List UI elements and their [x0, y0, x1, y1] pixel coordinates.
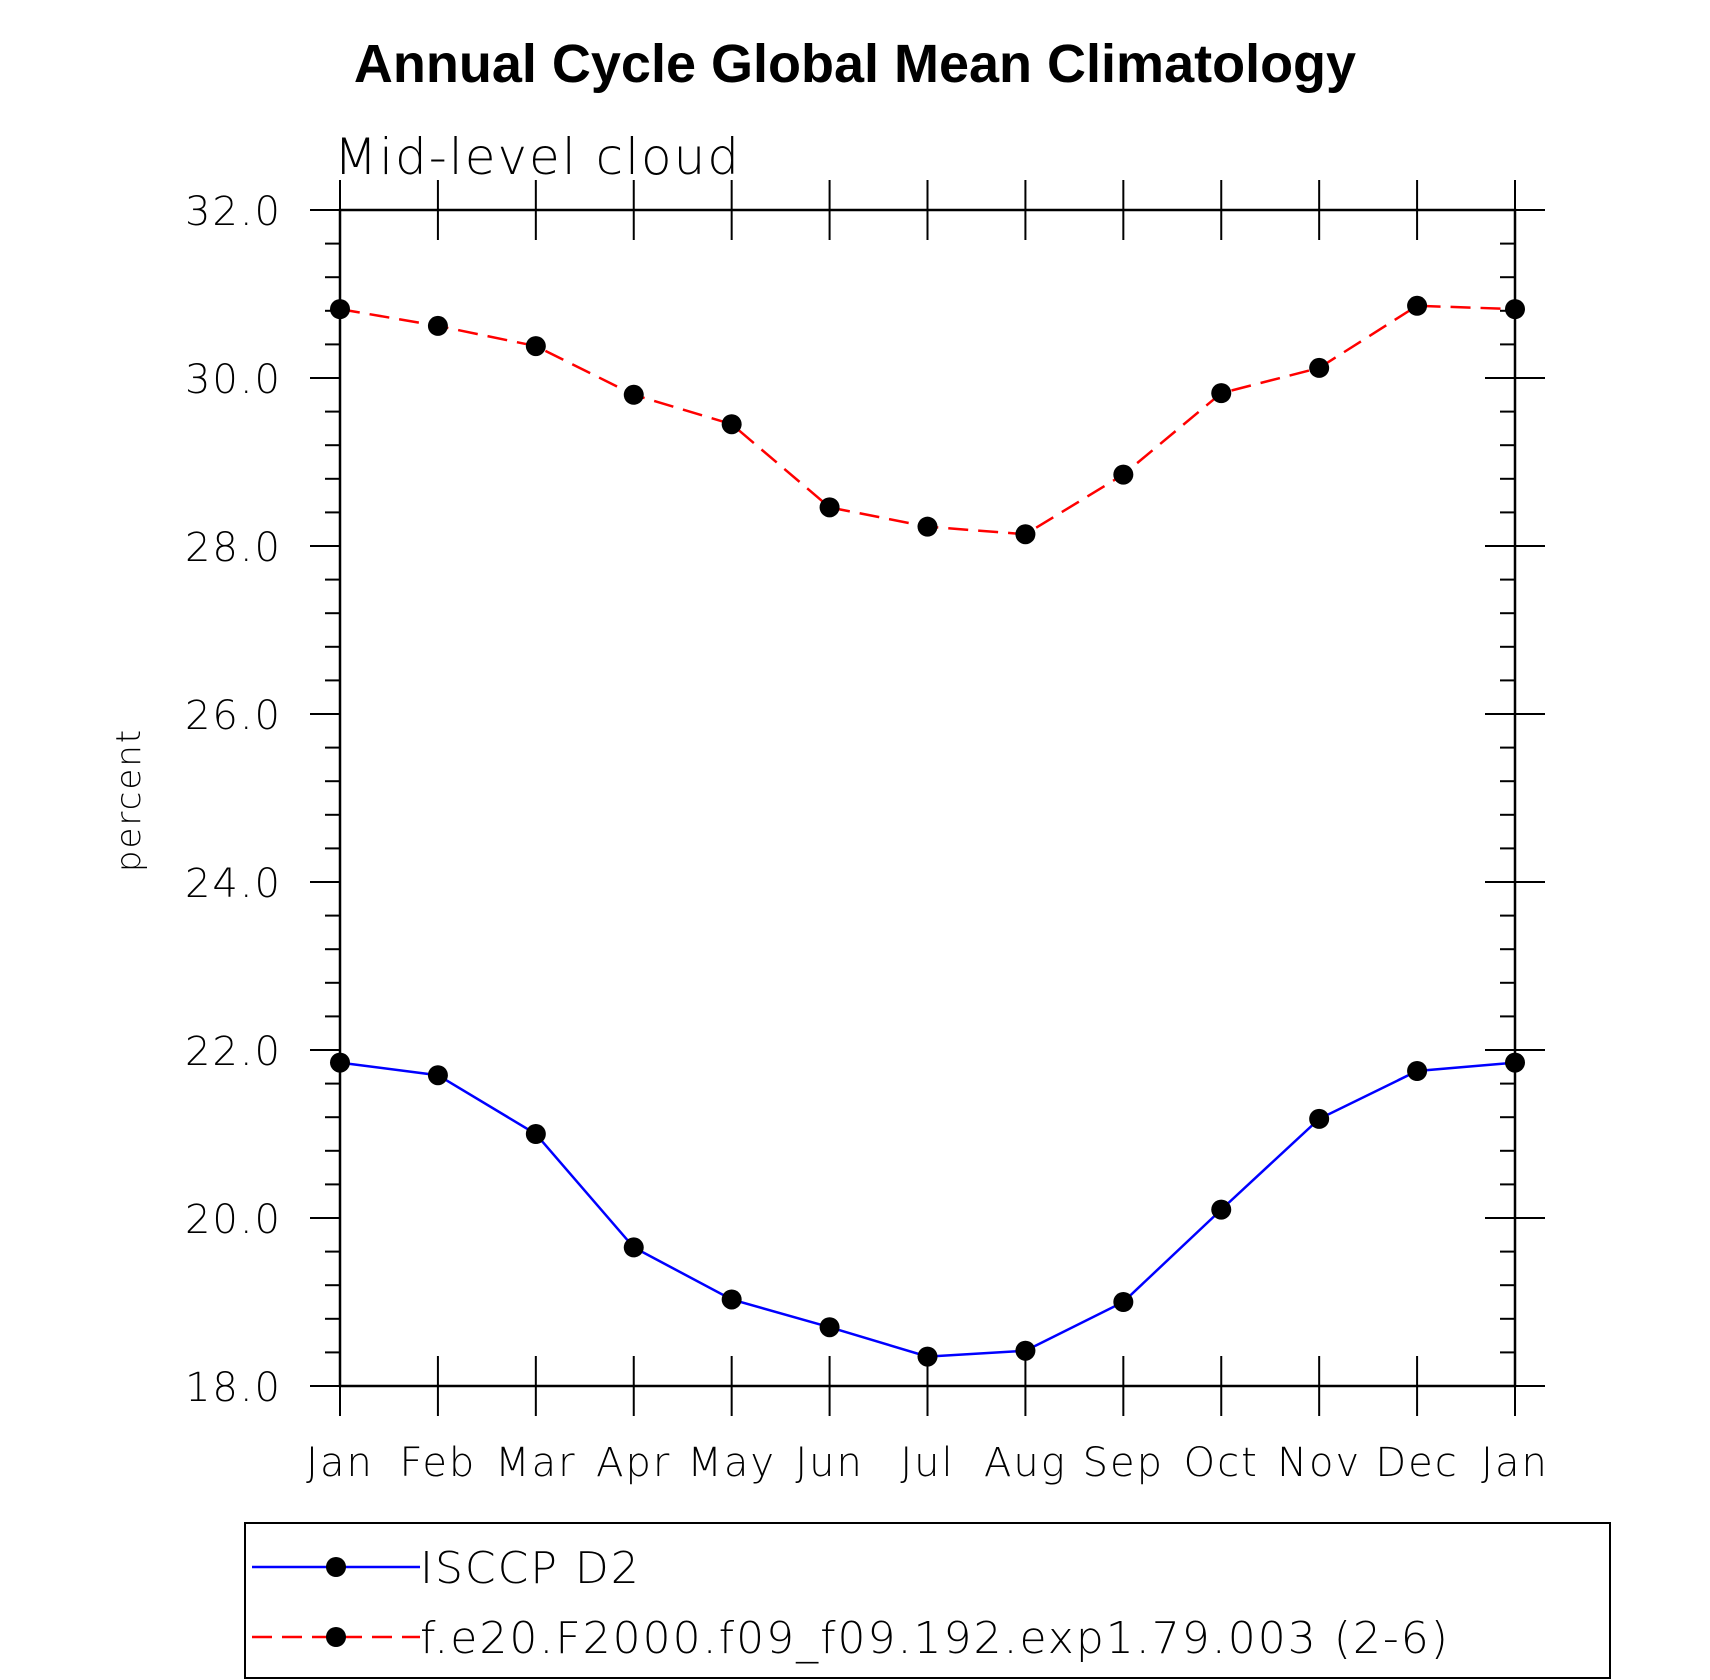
data-point — [623, 384, 644, 405]
axes: 18.0 20.0 22.0 24.0 26.0 28.0 30.0 32.0 Jan Feb Ma… — [185, 180, 1549, 1486]
data-point — [917, 1346, 938, 1367]
series-line — [339, 304, 1516, 536]
y-tick-label: 18.0 — [185, 1365, 282, 1411]
data-point — [1211, 1199, 1232, 1220]
y-tick-label: 24.0 — [185, 861, 282, 907]
data-point — [1113, 1292, 1134, 1312]
data-point — [1505, 299, 1525, 320]
y-tick-label: 26.0 — [185, 693, 282, 739]
data-point — [721, 1289, 742, 1310]
legend: ISCCP D2 f.e20.F2000.f09_f09.192.exp1.79.… — [244, 1522, 1611, 1679]
x-tick-label: Feb — [400, 1440, 477, 1486]
x-tick-label: Nov — [1277, 1440, 1361, 1486]
x-tick-label: Oct — [1184, 1440, 1259, 1486]
y-tick-label: 20.0 — [185, 1197, 282, 1243]
data-point — [819, 497, 840, 518]
chart-title: Annual Cycle Global Mean Climatology — [354, 34, 1356, 94]
series-1 — [330, 295, 1525, 545]
series-layer — [330, 295, 1525, 1367]
data-point — [1015, 1340, 1036, 1361]
data-point — [525, 336, 546, 357]
y-tick-label: 30.0 — [185, 357, 282, 403]
x-tick-label: May — [687, 1440, 776, 1486]
series-line — [339, 1061, 1516, 1358]
chart-subtitle: Mid-level cloud — [334, 128, 741, 186]
y-tick-label: 32.0 — [185, 189, 282, 235]
y-tick-label: 28.0 — [185, 525, 282, 571]
legend-marker — [326, 1627, 346, 1647]
y-axis-label: percent — [109, 728, 149, 872]
data-point — [330, 299, 350, 320]
data-point — [427, 315, 448, 336]
x-tick-label: Jun — [795, 1440, 864, 1486]
series-0 — [330, 1052, 1525, 1367]
x-tick-label: Jan — [306, 1440, 374, 1486]
data-point — [1505, 1052, 1525, 1073]
data-point — [330, 1052, 350, 1073]
legend-label: ISCCP D2 — [420, 1543, 641, 1594]
x-tick-label: Mar — [495, 1440, 576, 1486]
x-tick-label: Jul — [900, 1440, 954, 1486]
data-point — [1309, 1108, 1330, 1129]
x-tick-label: Jan — [1481, 1440, 1549, 1486]
data-point — [1015, 524, 1036, 545]
data-point — [427, 1065, 448, 1086]
plot-frame — [338, 208, 1517, 1388]
y-tick-label: 22.0 — [185, 1029, 282, 1075]
data-point — [917, 516, 938, 537]
legend-box — [244, 1522, 1611, 1679]
data-point — [1407, 1061, 1428, 1081]
data-point — [1309, 357, 1330, 378]
data-point — [1211, 383, 1232, 404]
x-tick-label: Apr — [596, 1440, 671, 1486]
data-point — [525, 1124, 546, 1144]
x-tick-label: Aug — [984, 1440, 1067, 1486]
x-tick-label: Dec — [1375, 1440, 1458, 1486]
data-point — [721, 414, 742, 435]
legend-marker — [326, 1557, 346, 1577]
x-tick-label: Sep — [1083, 1440, 1164, 1486]
data-point — [819, 1317, 840, 1338]
legend-label: f.e20.F2000.f09_f09.192.exp1.79.003 (2-6… — [420, 1613, 1450, 1664]
data-point — [623, 1237, 644, 1258]
data-point — [1113, 464, 1134, 485]
data-point — [1407, 295, 1428, 316]
